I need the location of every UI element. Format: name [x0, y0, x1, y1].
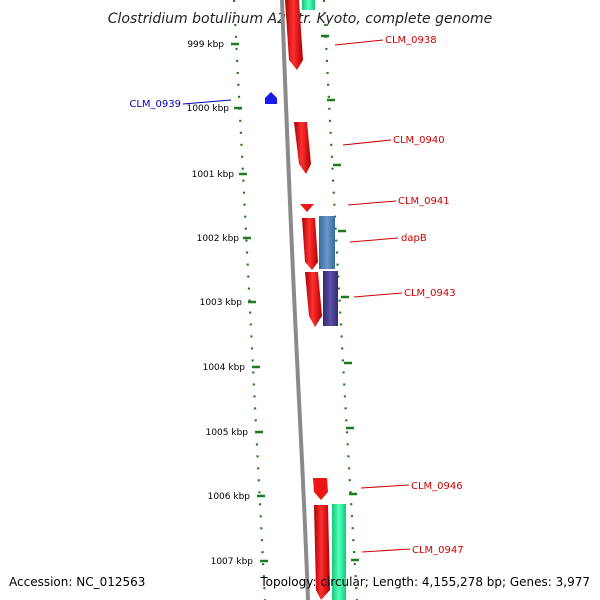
gene-bar-dapb-steel[interactable] [319, 216, 335, 269]
inner-tick-marks [321, 34, 359, 562]
tick-label: 1004 kbp [203, 363, 246, 373]
outer-tick-marks [231, 42, 268, 563]
gene-arrow-dapb[interactable] [302, 218, 318, 270]
tick-label: 1002 kbp [197, 234, 240, 244]
gene-labels: CLM_0938 CLM_0939 CLM_0940 CLM_0941 dapB… [129, 35, 463, 556]
gene-arrow-clm-0940[interactable] [294, 122, 311, 174]
gene-arrow-clm-0939[interactable] [265, 92, 277, 104]
gene-label-clm-0946[interactable]: CLM_0946 [411, 481, 463, 492]
gene-label-clm-0947[interactable]: CLM_0947 [412, 545, 464, 556]
label-connectors [182, 39, 411, 553]
tick-label: 1000 kbp [187, 104, 230, 114]
gene-arrow-clm-0943[interactable] [305, 272, 322, 327]
gene-label-clm-0941[interactable]: CLM_0941 [398, 196, 450, 207]
gene-label-clm-0940[interactable]: CLM_0940 [393, 135, 445, 146]
tick-label: 999 kbp [187, 40, 224, 50]
gene-arrow-clm-0938[interactable] [285, 0, 303, 70]
gene-label-dapb[interactable]: dapB [401, 233, 427, 244]
gene-label-clm-0939[interactable]: CLM_0939 [129, 99, 181, 110]
gene-features [265, 0, 346, 600]
gene-label-clm-0938[interactable]: CLM_0938 [385, 35, 437, 46]
gene-label-clm-0943[interactable]: CLM_0943 [404, 288, 456, 299]
gene-bar-clm-0947-green[interactable] [332, 504, 346, 600]
accession-text: Accession: NC_012563 [9, 575, 145, 589]
tick-label: 1007 kbp [211, 557, 254, 567]
tick-label: 1005 kbp [206, 428, 249, 438]
tick-label: 1001 kbp [192, 170, 235, 180]
tick-label: 1003 kbp [200, 298, 243, 308]
gene-bar-clm-0943-indigo[interactable] [323, 271, 338, 326]
genome-stats-text: Topology: circular; Length: 4,155,278 bp… [259, 575, 590, 589]
tick-label: 1006 kbp [208, 492, 251, 502]
genome-backbone [280, 0, 310, 600]
gene-arrow-clm-0946[interactable] [313, 478, 328, 500]
gene-arrow-clm-0947[interactable] [314, 505, 330, 600]
tick-labels: 999 kbp 1000 kbp 1001 kbp 1002 kbp 1003 … [187, 40, 254, 567]
gene-arrow-clm-0941[interactable] [300, 204, 314, 212]
gene-bar-top-green[interactable] [302, 0, 315, 10]
